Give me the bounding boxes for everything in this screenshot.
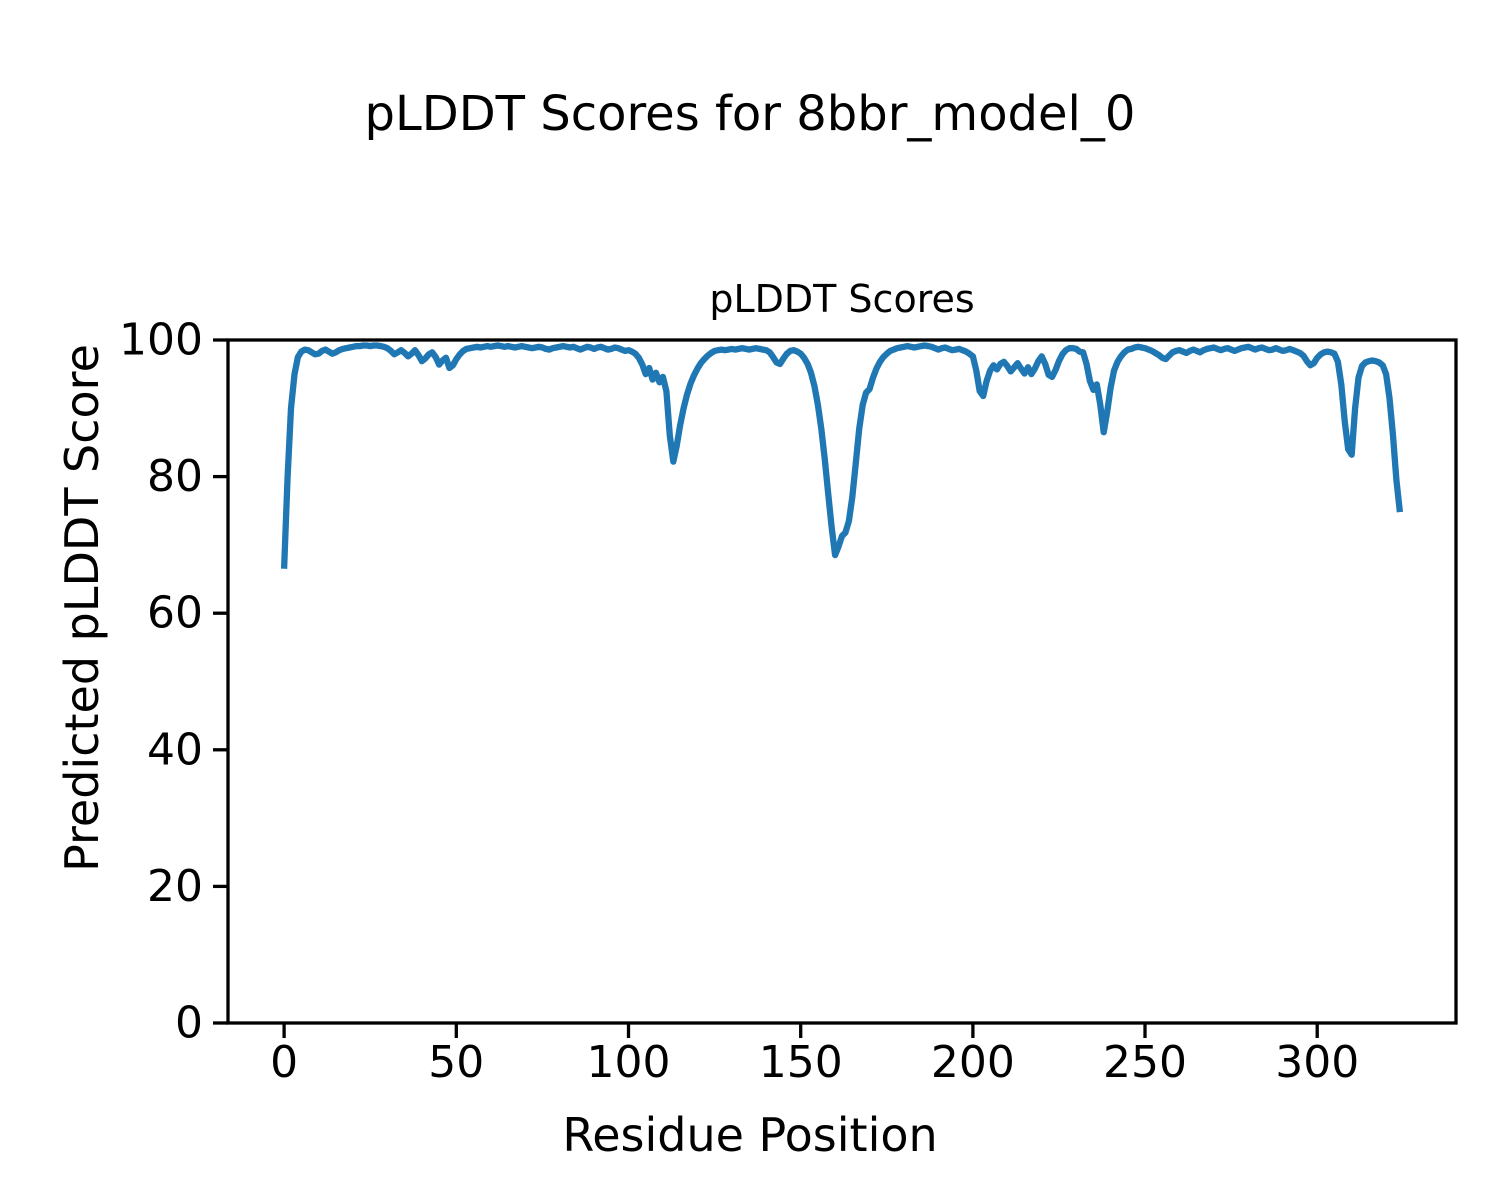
x-tick-label: 200 xyxy=(931,1037,1015,1088)
x-tick-label: 100 xyxy=(587,1037,671,1088)
line-layer xyxy=(280,342,1404,569)
y-tick-label: 40 xyxy=(147,724,203,775)
axes-frame xyxy=(226,338,1458,1025)
axes-title: pLDDT Scores xyxy=(709,277,975,321)
y-tick-label: 20 xyxy=(147,861,203,912)
figure-title: pLDDT Scores for 8bbr_model_0 xyxy=(364,86,1136,142)
tick-layer: 0 50 100 150 200 250 300 0 20 40 60 80 100 xyxy=(119,315,1359,1089)
plddt-line xyxy=(280,342,1404,569)
x-tick-label: 50 xyxy=(428,1037,484,1088)
x-tick-label: 150 xyxy=(759,1037,843,1088)
y-tick-label: 100 xyxy=(119,315,203,366)
x-tick-label: 0 xyxy=(270,1037,298,1088)
y-tick-label: 0 xyxy=(175,998,203,1049)
y-tick-label: 80 xyxy=(147,451,203,502)
x-tick-label: 250 xyxy=(1103,1037,1187,1088)
x-axis-label: Residue Position xyxy=(562,1108,938,1162)
y-tick-label: 60 xyxy=(147,588,203,639)
x-tick-label: 300 xyxy=(1275,1037,1359,1088)
